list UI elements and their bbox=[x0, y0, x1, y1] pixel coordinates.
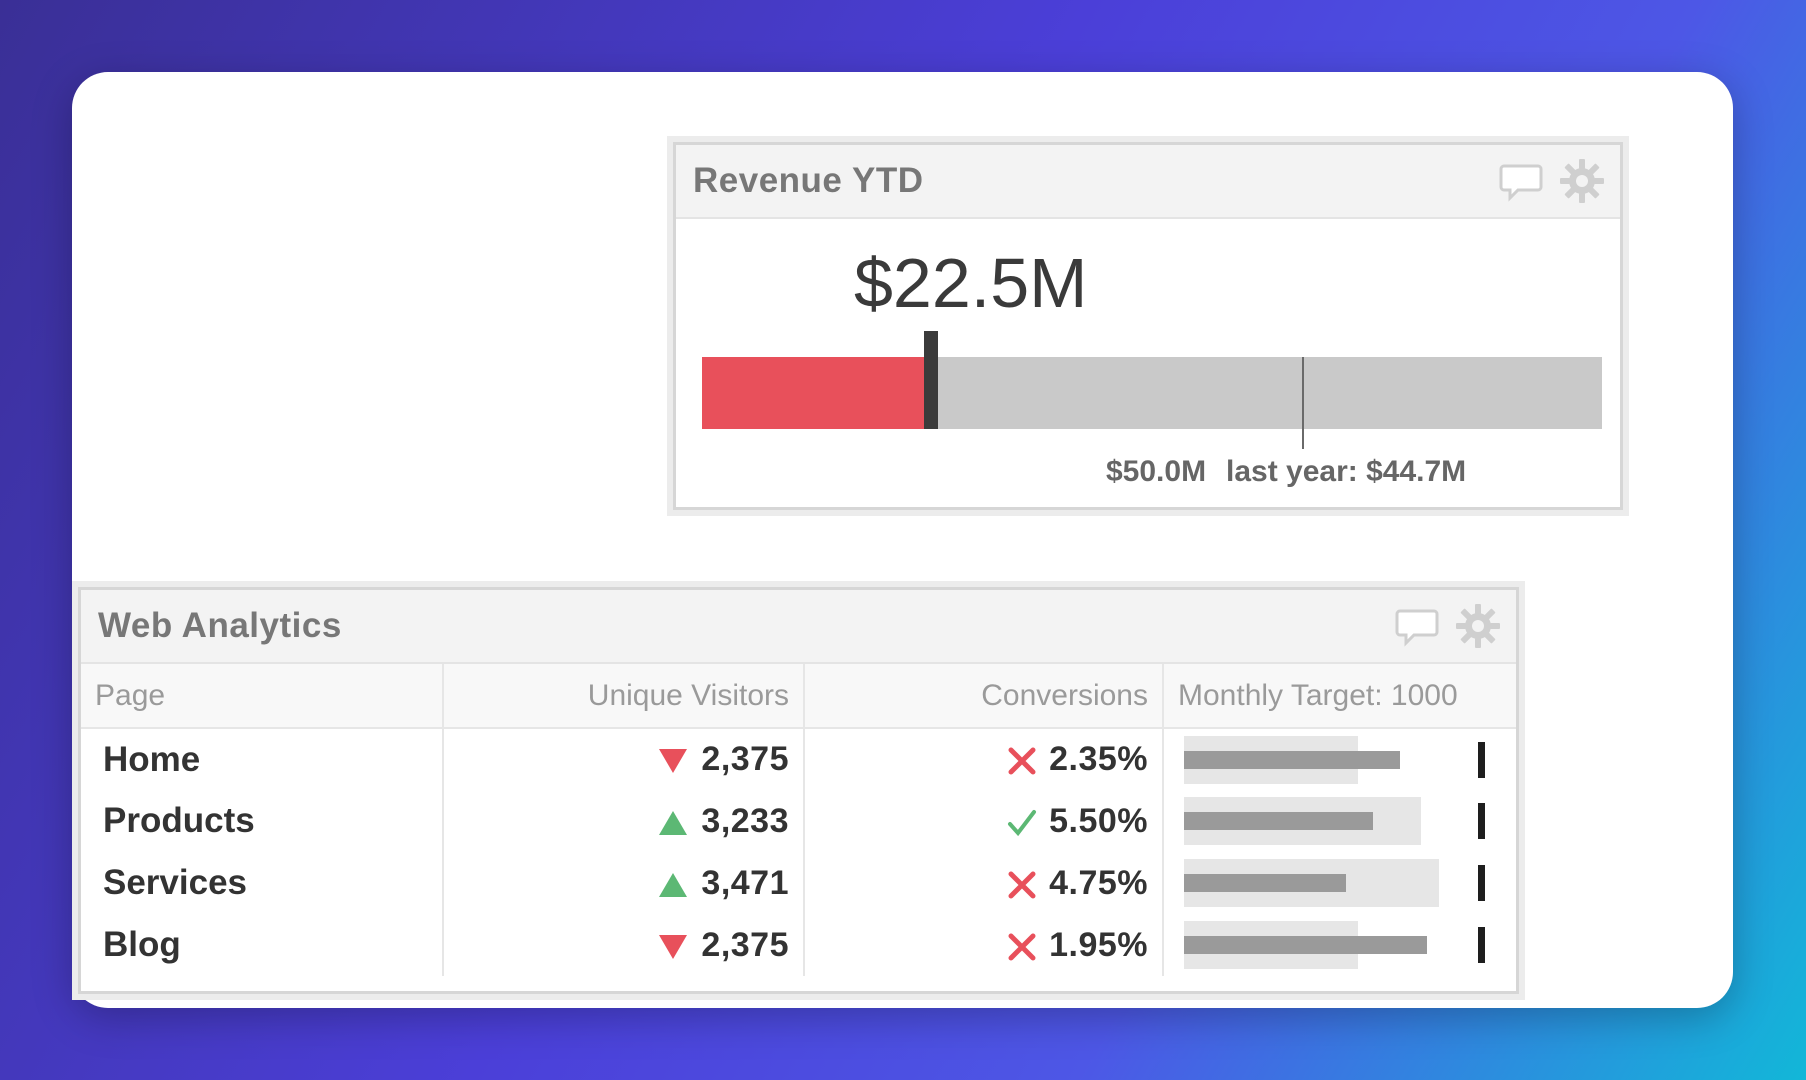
target-cell bbox=[1162, 790, 1516, 852]
web-analytics-widget: Web Analytics Page Unique Visitors Conve… bbox=[78, 587, 1519, 994]
conversions-value: 1.95% bbox=[1049, 925, 1148, 964]
comment-icon[interactable] bbox=[1498, 158, 1544, 204]
revenue-last-year-marker bbox=[1302, 357, 1305, 449]
cross-icon bbox=[1007, 746, 1037, 776]
conversions-cell: 5.50% bbox=[803, 790, 1163, 852]
target-cell bbox=[1162, 728, 1516, 790]
conversions-value: 5.50% bbox=[1049, 801, 1148, 840]
trend-down-icon bbox=[657, 747, 689, 775]
monthly-target-bullet bbox=[1184, 859, 1485, 907]
cross-icon bbox=[1007, 932, 1037, 962]
visitors-cell: 2,375 bbox=[442, 914, 804, 976]
revenue-current-marker bbox=[924, 331, 938, 429]
revenue-widget-title: Revenue YTD bbox=[693, 161, 924, 200]
bullet-target-marker bbox=[1478, 803, 1485, 839]
bullet-target-marker bbox=[1478, 927, 1485, 963]
target-cell bbox=[1162, 852, 1516, 914]
trend-up-icon bbox=[657, 871, 689, 899]
analytics-widget-header: Web Analytics bbox=[81, 590, 1516, 664]
page-cell[interactable]: Blog bbox=[103, 925, 181, 964]
bullet-bar bbox=[1184, 874, 1346, 892]
revenue-last-year-label: last year: $44.7M bbox=[1226, 455, 1467, 488]
bullet-bar bbox=[1184, 750, 1400, 769]
visitors-cell: 3,233 bbox=[442, 790, 804, 852]
visitors-value: 2,375 bbox=[701, 925, 789, 964]
analytics-header-icons bbox=[1394, 602, 1502, 650]
revenue-widget-header: Revenue YTD bbox=[676, 145, 1620, 219]
conversions-value: 4.75% bbox=[1049, 863, 1148, 902]
column-header-visitors[interactable]: Unique Visitors bbox=[442, 664, 804, 729]
conversions-cell: 2.35% bbox=[803, 728, 1163, 790]
table-row[interactable]: Blog 2,375 1.95% bbox=[81, 914, 1516, 976]
page-cell[interactable]: Products bbox=[103, 801, 255, 840]
revenue-widget: Revenue YTD $22.5M $50.0M last year: $44… bbox=[673, 142, 1623, 510]
revenue-header-icons bbox=[1498, 157, 1606, 205]
cross-icon bbox=[1007, 870, 1037, 900]
trend-up-icon bbox=[657, 809, 689, 837]
monthly-target-bullet bbox=[1184, 797, 1485, 845]
visitors-value: 2,375 bbox=[701, 740, 789, 778]
conversions-cell: 4.75% bbox=[803, 852, 1163, 914]
check-icon bbox=[1007, 808, 1037, 838]
bullet-target-marker bbox=[1478, 741, 1485, 778]
trend-down-icon bbox=[657, 933, 689, 961]
visitors-cell: 3,471 bbox=[442, 852, 804, 914]
page-cell[interactable]: Home bbox=[103, 739, 201, 779]
bullet-bar bbox=[1184, 936, 1427, 954]
analytics-widget-title: Web Analytics bbox=[98, 606, 342, 645]
conversions-value: 2.35% bbox=[1049, 740, 1148, 778]
conversions-cell: 1.95% bbox=[803, 914, 1163, 976]
gear-icon[interactable] bbox=[1454, 602, 1502, 650]
table-row[interactable]: Products 3,233 5.50% bbox=[81, 790, 1516, 852]
revenue-target-label: $50.0M bbox=[1106, 455, 1207, 488]
page-cell[interactable]: Services bbox=[103, 863, 248, 902]
monthly-target-bullet bbox=[1184, 735, 1485, 784]
visitors-cell: 2,375 bbox=[442, 728, 804, 790]
table-header-row: Page Unique Visitors Conversions Monthly… bbox=[81, 664, 1516, 729]
column-header-target[interactable]: Monthly Target: 1000 bbox=[1162, 664, 1516, 729]
revenue-bullet-track bbox=[702, 331, 1602, 449]
comment-icon[interactable] bbox=[1394, 603, 1440, 649]
table-row[interactable]: Home 2,375 2.35% bbox=[81, 728, 1516, 790]
monthly-target-bullet bbox=[1184, 921, 1485, 969]
visitors-value: 3,471 bbox=[701, 863, 789, 902]
column-header-page[interactable]: Page bbox=[81, 664, 443, 729]
visitors-value: 3,233 bbox=[701, 801, 789, 840]
gear-icon[interactable] bbox=[1558, 157, 1606, 205]
bullet-bar bbox=[1184, 812, 1373, 830]
revenue-value: $22.5M bbox=[854, 244, 1088, 322]
table-row[interactable]: Services 3,471 4.75% bbox=[81, 852, 1516, 914]
column-header-conversions[interactable]: Conversions bbox=[803, 664, 1163, 729]
revenue-bullet-fill bbox=[702, 357, 927, 429]
dashboard-card: Revenue YTD $22.5M $50.0M last year: $44… bbox=[72, 72, 1733, 1008]
target-cell bbox=[1162, 914, 1516, 976]
bullet-target-marker bbox=[1478, 865, 1485, 901]
analytics-table: Page Unique Visitors Conversions Monthly… bbox=[81, 664, 1516, 976]
